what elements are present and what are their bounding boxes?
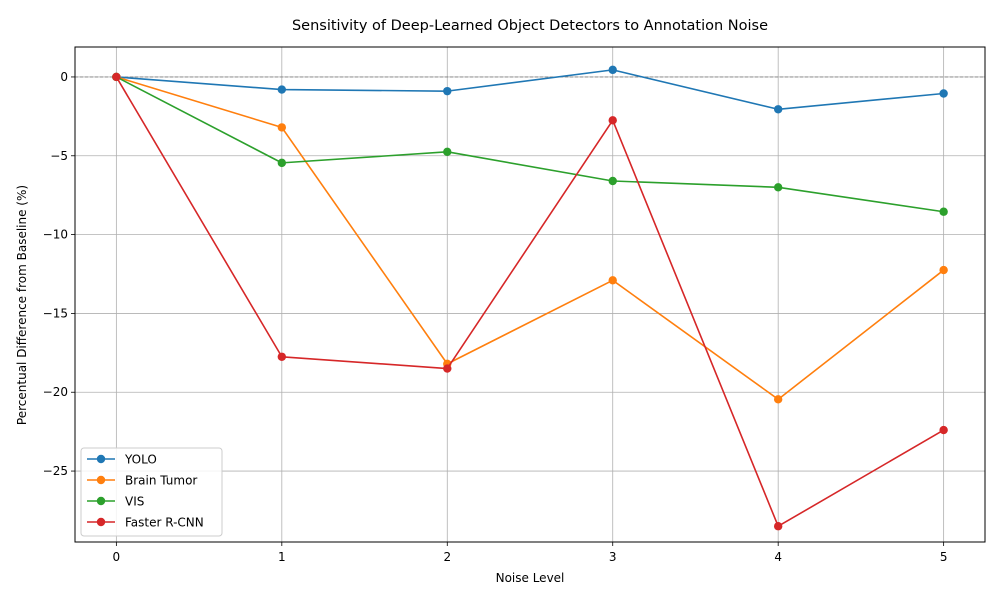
legend-label: Faster R-CNN <box>125 516 204 530</box>
y-axis-title: Percentual Difference from Baseline (%) <box>15 185 29 425</box>
legend-item-faster-r-cnn: Faster R-CNN <box>87 516 204 530</box>
x-axis-ticks: 0 1 2 3 4 5 <box>113 542 948 564</box>
y-axis-ticks: 0 −5 −10 −15 −20 −25 <box>43 70 75 478</box>
y-tick-label: −20 <box>43 385 68 399</box>
y-tick-label: −10 <box>43 228 68 242</box>
series-yolo <box>112 65 948 114</box>
data-point-yolo <box>277 85 287 94</box>
x-tick-label: 2 <box>443 550 451 564</box>
legend: YOLO Brain Tumor VIS Faster R-CNN <box>80 447 223 537</box>
data-point-yolo <box>773 105 783 114</box>
x-tick-label: 4 <box>774 550 782 564</box>
legend-label: YOLO <box>124 453 157 467</box>
legend-item-brain-tumor: Brain Tumor <box>87 474 197 488</box>
legend-label: Brain Tumor <box>125 474 197 488</box>
legend-marker <box>96 475 106 485</box>
data-point-yolo <box>608 65 617 75</box>
legend-item-vis: VIS <box>87 495 144 509</box>
data-point-brain-tumor <box>608 276 617 285</box>
data-point-yolo <box>443 86 452 96</box>
series-vis <box>112 72 948 216</box>
data-point-yolo <box>939 89 948 98</box>
x-tick-label: 5 <box>940 550 948 564</box>
series-line-faster-r-cnn <box>115 76 945 528</box>
series-layer <box>112 65 948 531</box>
data-point-faster-r-cnn <box>277 352 287 361</box>
data-point-vis <box>608 176 617 186</box>
series-line-yolo <box>116 69 944 111</box>
y-tick-label: −5 <box>50 149 68 163</box>
data-point-faster-r-cnn <box>112 72 121 82</box>
legend-label: VIS <box>125 495 144 509</box>
legend-box <box>80 447 223 537</box>
legend-item-yolo: YOLO <box>87 453 157 467</box>
data-point-brain-tumor <box>773 395 783 404</box>
x-tick-label: 0 <box>113 550 121 564</box>
data-point-vis <box>277 158 287 168</box>
y-tick-label: 0 <box>60 70 68 84</box>
data-point-faster-r-cnn <box>773 522 783 531</box>
data-point-vis <box>939 207 948 216</box>
series-faster-r-cnn <box>112 72 948 531</box>
data-point-vis <box>443 147 452 157</box>
legend-marker <box>96 496 106 506</box>
series-line-brain-tumor <box>116 76 945 401</box>
x-tick-label: 3 <box>609 550 617 564</box>
y-tick-label: −15 <box>43 306 68 320</box>
data-point-vis <box>773 183 783 192</box>
series-line-vis <box>115 76 944 213</box>
x-axis-title: Noise Level <box>496 571 565 585</box>
data-point-faster-r-cnn <box>443 364 452 373</box>
chart-title: Sensitivity of Deep-Learned Object Detec… <box>292 18 768 34</box>
y-tick-label: −25 <box>43 464 68 478</box>
legend-marker <box>96 454 106 464</box>
legend-marker <box>96 517 106 527</box>
data-point-brain-tumor <box>277 123 287 132</box>
data-point-faster-r-cnn <box>939 425 948 435</box>
data-point-brain-tumor <box>939 265 948 275</box>
plot-frame <box>74 46 986 543</box>
data-point-faster-r-cnn <box>608 116 617 125</box>
x-tick-label: 1 <box>278 550 286 564</box>
series-brain-tumor <box>112 72 948 404</box>
